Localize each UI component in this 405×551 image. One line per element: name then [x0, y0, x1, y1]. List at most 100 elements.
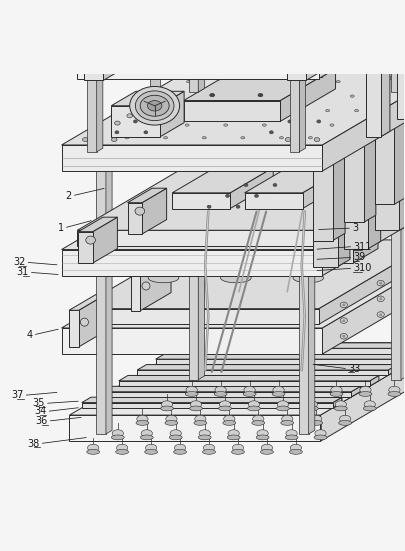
Polygon shape [397, 24, 405, 118]
Ellipse shape [285, 138, 291, 142]
Ellipse shape [147, 100, 162, 111]
Ellipse shape [199, 430, 210, 437]
Polygon shape [111, 0, 396, 52]
Ellipse shape [116, 450, 129, 454]
Ellipse shape [354, 110, 358, 112]
Polygon shape [391, 19, 401, 92]
Polygon shape [119, 375, 379, 381]
Polygon shape [369, 199, 381, 249]
Polygon shape [397, 19, 405, 24]
Ellipse shape [253, 415, 264, 423]
Ellipse shape [298, 80, 302, 83]
Polygon shape [375, 181, 405, 188]
Ellipse shape [236, 205, 240, 208]
Ellipse shape [224, 415, 235, 423]
Ellipse shape [137, 415, 148, 423]
Ellipse shape [232, 450, 245, 454]
Polygon shape [82, 397, 342, 403]
Ellipse shape [310, 420, 323, 425]
Polygon shape [81, 56, 104, 77]
Ellipse shape [356, 138, 364, 143]
Polygon shape [189, 19, 198, 92]
Polygon shape [70, 415, 320, 441]
Polygon shape [303, 168, 345, 208]
Text: 1: 1 [58, 223, 64, 233]
Polygon shape [69, 292, 109, 310]
Polygon shape [198, 15, 205, 92]
Polygon shape [172, 193, 230, 208]
Polygon shape [140, 256, 171, 311]
Ellipse shape [111, 435, 124, 440]
Polygon shape [183, 68, 336, 100]
Ellipse shape [340, 318, 347, 323]
Polygon shape [364, 137, 376, 223]
Polygon shape [394, 118, 405, 204]
Polygon shape [81, 0, 203, 56]
Polygon shape [111, 106, 160, 137]
Polygon shape [62, 145, 322, 171]
Ellipse shape [190, 401, 202, 408]
Ellipse shape [198, 435, 211, 440]
Polygon shape [319, 161, 405, 246]
Polygon shape [339, 223, 378, 237]
Ellipse shape [244, 386, 255, 393]
Polygon shape [338, 218, 350, 267]
Ellipse shape [117, 444, 128, 451]
Polygon shape [100, 386, 360, 392]
Polygon shape [344, 207, 369, 249]
Ellipse shape [302, 386, 313, 393]
Polygon shape [100, 392, 351, 397]
Polygon shape [399, 181, 405, 230]
Ellipse shape [243, 392, 256, 396]
Polygon shape [370, 375, 379, 386]
Ellipse shape [350, 95, 354, 98]
Ellipse shape [241, 75, 245, 79]
Ellipse shape [326, 110, 330, 112]
Polygon shape [401, 89, 405, 380]
Polygon shape [77, 230, 319, 246]
Text: 35: 35 [32, 398, 45, 408]
Polygon shape [287, 64, 306, 80]
Polygon shape [84, 57, 115, 64]
Ellipse shape [311, 415, 322, 423]
Ellipse shape [144, 131, 148, 134]
Ellipse shape [364, 401, 375, 408]
Polygon shape [313, 162, 333, 240]
Ellipse shape [234, 95, 239, 98]
Ellipse shape [339, 420, 352, 425]
Polygon shape [313, 218, 350, 225]
Ellipse shape [340, 333, 347, 339]
Text: 3: 3 [352, 223, 358, 233]
Ellipse shape [150, 40, 160, 46]
Ellipse shape [314, 435, 327, 440]
Polygon shape [179, 0, 405, 19]
Ellipse shape [335, 401, 346, 408]
Polygon shape [381, 37, 390, 137]
Text: 310: 310 [353, 263, 372, 273]
Ellipse shape [259, 80, 263, 83]
Ellipse shape [175, 444, 186, 451]
Ellipse shape [301, 124, 305, 126]
Ellipse shape [145, 444, 157, 451]
Ellipse shape [387, 120, 395, 125]
Polygon shape [391, 92, 401, 380]
Ellipse shape [375, 80, 379, 83]
Ellipse shape [260, 450, 273, 454]
Ellipse shape [272, 392, 285, 396]
Ellipse shape [232, 444, 244, 451]
Ellipse shape [311, 95, 315, 98]
Ellipse shape [87, 444, 99, 451]
Polygon shape [280, 68, 336, 121]
Polygon shape [62, 328, 322, 354]
Ellipse shape [127, 114, 132, 118]
Ellipse shape [287, 110, 291, 112]
Ellipse shape [340, 246, 369, 255]
Ellipse shape [289, 75, 294, 79]
Polygon shape [351, 386, 360, 397]
Ellipse shape [196, 95, 200, 98]
Ellipse shape [136, 420, 149, 425]
Ellipse shape [227, 435, 240, 440]
Polygon shape [375, 188, 399, 230]
Polygon shape [230, 168, 273, 208]
Polygon shape [245, 193, 303, 208]
